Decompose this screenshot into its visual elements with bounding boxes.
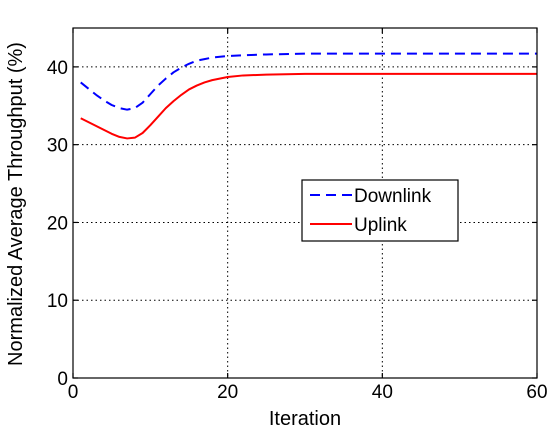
- frame-layer: [72, 27, 538, 379]
- y-tick-label: 20: [47, 213, 68, 234]
- tick-layer: 0 20 40 60 0 10 20 30 40: [47, 28, 548, 403]
- y-axis-label: Normalized Average Throughput (%): [5, 42, 27, 366]
- legend-label-uplink: Uplink: [354, 215, 407, 236]
- y-tick-label: 0: [57, 369, 68, 390]
- x-axis-label: Iteration: [269, 408, 341, 430]
- y-tick-label: 40: [47, 58, 68, 79]
- legend-label-downlink: Downlink: [354, 186, 432, 207]
- y-tick-label: 30: [47, 136, 68, 157]
- legend-box: [301, 179, 459, 242]
- x-tick-label: 40: [372, 382, 393, 403]
- plot-frame: [72, 27, 538, 379]
- grid-layer: [73, 28, 537, 378]
- legend: Downlink Uplink: [301, 179, 459, 242]
- x-tick-label: 60: [526, 382, 547, 403]
- x-tick-label: 0: [68, 382, 79, 403]
- series-line-downlink: [80, 52, 537, 111]
- series-line-uplink: [80, 72, 537, 140]
- series-layer: [80, 52, 537, 140]
- y-tick-label: 10: [47, 291, 68, 312]
- x-tick-label: 20: [217, 382, 238, 403]
